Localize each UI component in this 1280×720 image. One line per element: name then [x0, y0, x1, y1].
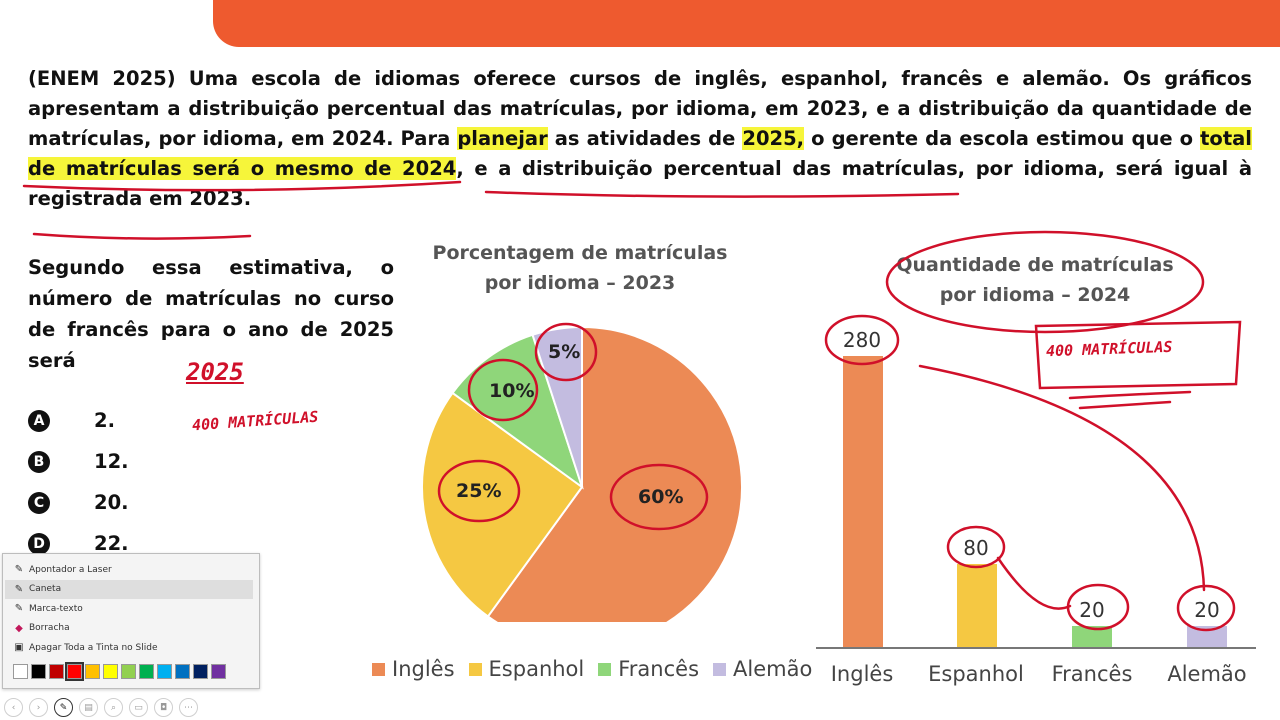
option-d[interactable]: D 22. [28, 523, 129, 564]
handwritten-year: 2025 [186, 358, 244, 386]
question-text: (ENEM 2025) Uma escola de idiomas oferec… [28, 67, 1252, 210]
legend-swatch [468, 662, 482, 676]
slideshow-toolbar: ‹ › ✎ ▤ ⌕ ▭ ◘ ⋯ [4, 698, 198, 717]
bar-value-frances: 20 [1079, 598, 1105, 622]
top-banner [213, 0, 1280, 47]
link-80-20 [996, 556, 1072, 610]
color-swatch[interactable] [139, 663, 154, 679]
next-icon[interactable]: › [29, 698, 48, 717]
color-swatches [13, 661, 259, 681]
color-swatch[interactable] [193, 663, 208, 679]
option-value: 22. [94, 532, 129, 555]
color-swatch[interactable] [13, 663, 28, 679]
handwritten-matriculas-right: 400 MATRÍCULAS [1045, 337, 1173, 361]
bar-category-alemao: Alemão [1167, 662, 1247, 686]
option-letter: C [28, 491, 50, 514]
pie-label-frances: 10% [489, 380, 535, 402]
handwritten-matriculas-left: 400 MATRÍCULAS [191, 407, 319, 435]
slides-icon[interactable]: ▤ [79, 698, 98, 717]
question-prompt: Segundo essa estimativa, o número de mat… [28, 256, 394, 372]
color-swatch[interactable] [49, 663, 64, 679]
highlight-2025: 2025, [742, 127, 805, 150]
color-swatch[interactable] [211, 663, 226, 679]
bar-category-ingles: Inglês [830, 662, 894, 686]
bar-category-espanhol: Espanhol [928, 662, 1024, 686]
option-letter: D [28, 532, 50, 555]
legend-swatch [372, 662, 385, 676]
erase-all-icon: ▣ [14, 642, 24, 654]
more-options-icon[interactable]: ⋯ [179, 698, 198, 717]
bar-value-espanhol: 80 [963, 536, 989, 560]
pie-legend: Inglês Espanhol Francês Alemão [372, 657, 812, 681]
color-swatch[interactable] [157, 663, 172, 679]
option-letter: A [28, 409, 50, 432]
bar-francês [1072, 626, 1112, 647]
bar-value-alemao: 20 [1194, 598, 1220, 622]
bar-category-frances: Francês [1051, 662, 1133, 686]
option-value: 20. [94, 491, 129, 514]
legend-item-alemao: Alemão [713, 657, 812, 681]
underline-registrada [32, 232, 252, 240]
menu-item-marca-texto[interactable]: ✎ Marca-texto [14, 603, 83, 615]
bar-espanhol [957, 563, 997, 647]
option-letter: B [28, 450, 50, 473]
legend-swatch [598, 662, 612, 676]
bar-inglês [843, 356, 883, 647]
legend-item-ingles: Inglês [372, 657, 455, 681]
highlighter-icon: ✎ [14, 603, 24, 615]
option-a[interactable]: A 2. [28, 400, 129, 441]
legend-item-espanhol: Espanhol [468, 657, 584, 681]
pie-label-ingles: 60% [638, 486, 684, 508]
menu-item-laser[interactable]: ✎ Apontador a Laser [14, 564, 112, 576]
color-swatch[interactable] [65, 661, 84, 681]
pie-chart [421, 325, 743, 622]
menu-item-apagar[interactable]: ▣ Apagar Toda a Tinta no Slide [14, 642, 158, 654]
previous-icon[interactable]: ‹ [4, 698, 23, 717]
pen-tool-icon[interactable]: ✎ [54, 698, 73, 717]
color-swatch[interactable] [103, 663, 118, 679]
color-swatch[interactable] [31, 663, 46, 679]
zoom-icon[interactable]: ⌕ [104, 698, 123, 717]
legend-item-frances: Francês [598, 657, 699, 681]
color-swatch[interactable] [121, 663, 136, 679]
eraser-icon: ◆ [15, 622, 23, 634]
color-swatch[interactable] [175, 663, 190, 679]
color-swatch[interactable] [85, 663, 100, 679]
menu-item-borracha[interactable]: ◆ Borracha [5, 619, 253, 639]
option-b[interactable]: B 12. [28, 441, 129, 482]
bar-alemão [1187, 626, 1227, 647]
ink-tools-menu: ✎ Apontador a Laser ✎ Caneta ✎ Marca-texto … [2, 553, 260, 689]
laser-pointer-icon: ✎ [14, 564, 24, 576]
camera-icon[interactable]: ◘ [154, 698, 173, 717]
pie-label-alemao: 5% [548, 341, 581, 363]
option-value: 12. [94, 450, 129, 473]
pie-chart-title: Porcentagem de matrículas por idioma – 20… [432, 242, 728, 294]
bar-value-ingles: 280 [842, 328, 882, 352]
bar-axis [816, 647, 1256, 649]
pie-label-espanhol: 25% [456, 480, 502, 502]
pen-icon: ✎ [14, 583, 24, 595]
legend-swatch [713, 662, 727, 676]
option-value: 2. [94, 409, 115, 432]
scribble-under-box [1068, 390, 1192, 410]
answer-options: A 2. B 12. C 20. D 22. [28, 400, 129, 564]
menu-item-caneta[interactable]: ✎ Caneta [5, 579, 253, 599]
bar-chart-title: Quantidade de matrículas por idioma – 202… [896, 254, 1174, 306]
option-c[interactable]: C 20. [28, 482, 129, 523]
highlight-planejar: planejar [457, 127, 548, 150]
subtitles-icon[interactable]: ▭ [129, 698, 148, 717]
